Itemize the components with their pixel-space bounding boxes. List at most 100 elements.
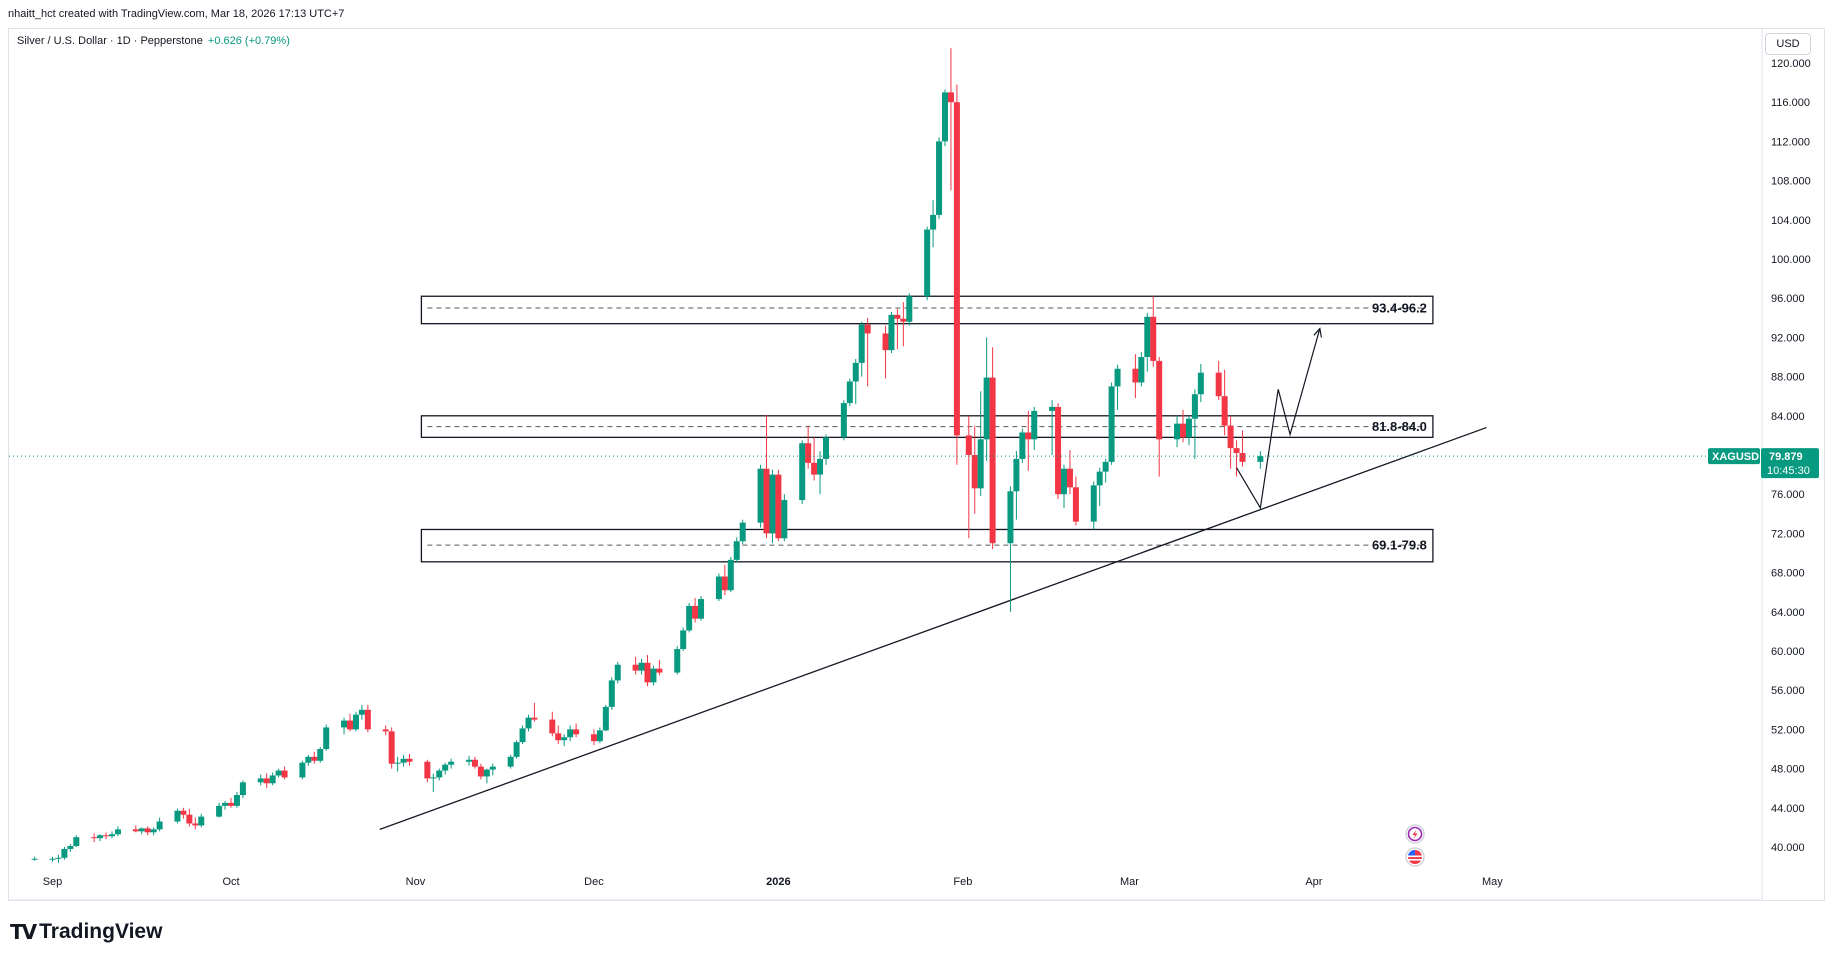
candle-body (109, 834, 115, 837)
candle-up (519, 725, 526, 745)
candle-up (67, 844, 74, 852)
candle-body (971, 455, 978, 489)
candle-body (852, 362, 859, 382)
candle-body (811, 462, 818, 475)
candle-body (144, 828, 151, 833)
candle-up (846, 378, 853, 406)
candle-up (198, 813, 205, 828)
candle-up (1174, 415, 1181, 448)
symbol-tag: XAGUSD (1712, 451, 1759, 463)
candle-body (1061, 468, 1067, 495)
candle-down (263, 773, 270, 789)
candle-body (91, 837, 98, 839)
candle-body (602, 706, 609, 731)
candle-up (233, 792, 240, 808)
event-icons[interactable] (1405, 824, 1425, 867)
y-tick-label: 44.000 (1771, 803, 1805, 815)
symbol-title[interactable]: Silver / U.S. Dollar · 1D · Pepperstone (17, 35, 203, 47)
candle-body (305, 756, 312, 763)
candle-up (73, 835, 80, 847)
candle-body (150, 829, 157, 833)
candle-body (650, 668, 657, 683)
candle-body (721, 576, 728, 591)
trendline-group[interactable] (379, 426, 1487, 830)
candle-up (614, 661, 621, 684)
candle-down (144, 826, 151, 836)
currency-selector[interactable]: USD (1765, 33, 1811, 55)
candle-body (97, 835, 104, 839)
candle-body (1007, 491, 1014, 544)
projection-path[interactable] (1236, 328, 1321, 510)
candle-up (817, 451, 824, 495)
y-tick-label: 76.000 (1771, 489, 1805, 501)
candle-up (1191, 389, 1198, 459)
candle-up (323, 724, 330, 751)
candle-body (733, 541, 740, 560)
candle-body (55, 857, 62, 859)
candle-up (1257, 451, 1264, 469)
candle-body (448, 761, 455, 765)
candle-up (715, 573, 722, 602)
candle-body (727, 559, 734, 591)
projection-group[interactable] (1236, 327, 1323, 510)
candle-body (275, 770, 282, 776)
candle-up (680, 627, 687, 651)
candle-body (1072, 487, 1079, 522)
candle-body (239, 782, 246, 796)
candle-body (382, 729, 389, 732)
lightning-event-icon[interactable] (1405, 824, 1425, 844)
candle-down (989, 347, 996, 550)
candle-body (942, 92, 948, 142)
candle-body (555, 733, 562, 741)
candle-down (644, 654, 651, 687)
candle-down (1227, 415, 1234, 469)
candle-body (394, 762, 401, 764)
candle-up (1007, 486, 1014, 612)
candle-body (424, 761, 431, 779)
candle-up (513, 740, 520, 759)
candle-up (222, 800, 229, 810)
candle-body (858, 324, 865, 363)
candle-up (257, 774, 264, 786)
candle-up (769, 469, 776, 544)
candle-up (394, 756, 401, 772)
candle-down (1156, 357, 1163, 477)
us-flag-event-icon[interactable] (1405, 847, 1425, 867)
candle-up (852, 358, 859, 405)
candle-down (805, 425, 812, 469)
candle-down (775, 469, 782, 542)
candle-body (31, 858, 38, 860)
candle-body (1013, 458, 1020, 492)
candle-body (817, 458, 824, 475)
axes[interactable]: 40.000 44.000 48.000 52.000 56.000 60.000 64.0… (9, 28, 1811, 901)
candle-body (1174, 423, 1181, 440)
candle-up (1185, 415, 1192, 446)
candle-body (1227, 425, 1234, 449)
candle-up (1019, 428, 1026, 463)
zones[interactable]: 93.4-96.2 81.8-84.0 69.1-79.8 (420, 295, 1434, 563)
candle-body (1108, 386, 1115, 462)
zone-box[interactable] (420, 295, 1434, 325)
tradingview-logo[interactable]: TV TradingView (10, 920, 162, 944)
y-tick-label: 104.000 (1771, 215, 1811, 227)
candle-down (953, 84, 960, 465)
x-tick-label: 2026 (766, 876, 790, 888)
y-tick-label: 72.000 (1771, 528, 1805, 540)
trendline[interactable] (379, 426, 1487, 830)
candle-down (388, 727, 395, 769)
candle-body (674, 649, 681, 673)
y-tick-label: 64.000 (1771, 607, 1805, 619)
bar-countdown: 10:45:30 (1767, 465, 1810, 477)
candle-body (799, 443, 806, 501)
candle-up (525, 714, 532, 732)
candle-down (1025, 410, 1032, 471)
y-tick-label: 88.000 (1771, 372, 1805, 384)
candle-down (228, 798, 234, 808)
candle-body (965, 435, 972, 455)
candle-up (1108, 382, 1115, 465)
y-tick-label: 48.000 (1771, 764, 1805, 776)
candle-body (364, 709, 371, 730)
candle-up (858, 321, 865, 377)
candle-body (1221, 396, 1228, 426)
